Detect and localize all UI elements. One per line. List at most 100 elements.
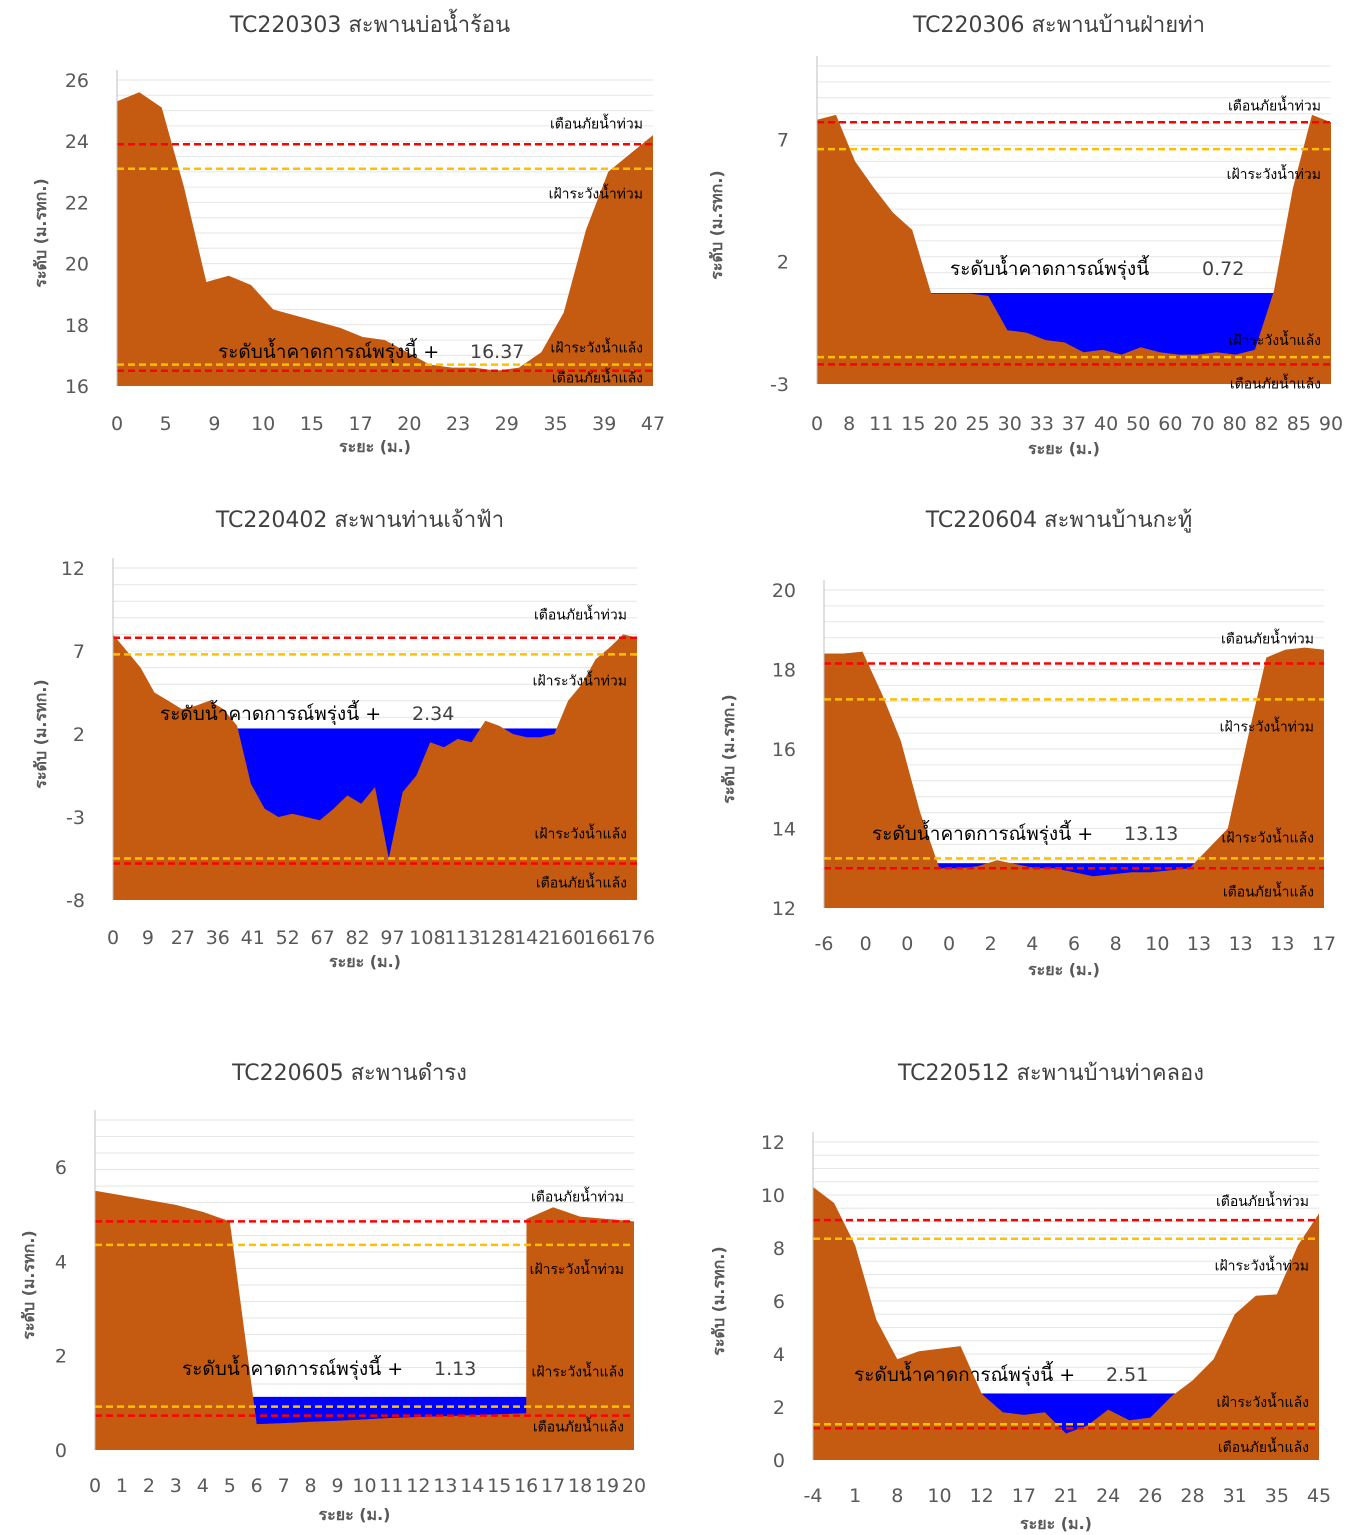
chart-4-threshold-label-1: เตือนภัยน้ำท่วม: [1221, 629, 1314, 648]
chart-6-forecast-label: ระดับน้ำคาดการณ์พรุ่งนี้ +: [854, 1361, 1075, 1387]
chart-4-y-tick-label: 16: [772, 739, 796, 761]
chart-panel-5: TC220605 สะพานดำรงเตือนภัยน้ำท่วมเฝ้าระว…: [0, 1045, 670, 1535]
chart-6-threshold-label-4: เตือนภัยน้ำแล้ง: [1218, 1437, 1309, 1456]
chart-5-threshold-label-1: เตือนภัยน้ำท่วม: [531, 1186, 624, 1205]
chart-1-x-tick-label: 9: [208, 413, 220, 435]
chart-2-x-tick-label: 15: [901, 413, 925, 435]
chart-6-y-tick-label: 4: [773, 1344, 785, 1366]
chart-1-y-tick-label: 24: [65, 131, 89, 153]
chart-1-y-tick-label: 20: [65, 254, 89, 276]
chart-3-y-tick-label: -3: [66, 807, 85, 829]
chart-panel-3: TC220402 สะพานท่านเจ้าฟ้า เตือนภัยน้ำท่วม…: [0, 495, 670, 1005]
chart-6-x-tick-label: 17: [1012, 1485, 1036, 1507]
chart-3-x-tick-label: 27: [171, 927, 195, 949]
chart-5-forecast-value: 1.13: [434, 1358, 476, 1380]
chart-1-x-tick-label: 10: [251, 413, 275, 435]
chart-4-x-tick-label: 0: [860, 933, 872, 955]
chart-3-x-tick-label: 128: [479, 927, 515, 949]
chart-4-x-tick-label: 4: [1026, 933, 1038, 955]
chart-3-x-tick-label: 97: [380, 927, 404, 949]
chart-2-x-tick-label: 85: [1287, 413, 1311, 435]
chart-3-x-tick-label: 166: [584, 927, 620, 949]
chart-4-x-axis-label: ระยะ (ม.): [1028, 960, 1100, 979]
chart-6-x-tick-label: 28: [1180, 1485, 1204, 1507]
chart-5-title: TC220605 สะพานดำรง: [231, 1061, 467, 1086]
chart-1-x-tick-label: 15: [300, 413, 324, 435]
chart-4-y-tick-label: 14: [772, 819, 796, 841]
chart-2-x-tick-label: 70: [1190, 413, 1214, 435]
chart-1-x-tick-label: 20: [397, 413, 421, 435]
chart-4-y-axis-label: ระดับ (ม.รทก.): [719, 694, 738, 803]
chart-2-y-tick-label: 2: [777, 252, 789, 274]
chart-2-threshold-label-2: เฝ้าระวังน้ำท่วม: [1227, 164, 1321, 183]
chart-1-threshold-label-1: เตือนภัยน้ำท่วม: [550, 113, 643, 132]
chart-2-forecast-label: ระดับน้ำคาดการณ์พรุ่งนี้: [950, 255, 1150, 281]
chart-1-y-tick-label: 16: [65, 376, 89, 398]
chart-2-forecast-value: 0.72: [1202, 258, 1244, 280]
chart-2-x-tick-label: 80: [1223, 413, 1247, 435]
chart-panel-6: TC220512 สะพานบ้านท่าคลอง เตือนภัยน้ำท่วม…: [672, 1045, 1349, 1535]
chart-5-x-tick-label: 3: [170, 1475, 182, 1497]
chart-3-y-tick-label: -8: [66, 890, 85, 912]
chart-3-threshold-label-2: เฝ้าระวังน้ำท่วม: [533, 670, 627, 689]
chart-4-forecast-value: 13.13: [1124, 823, 1178, 845]
chart-6-x-tick-label: 21: [1054, 1485, 1078, 1507]
chart-3-threshold-label-1: เตือนภัยน้ำท่วม: [534, 605, 627, 624]
chart-4-x-tick-label: 10: [1145, 933, 1169, 955]
chart-4-ground-area: [824, 647, 1324, 908]
chart-4-threshold-label-3: เฝ้าระวังน้ำแล้ง: [1222, 827, 1314, 846]
chart-3-forecast-value: 2.34: [412, 703, 454, 725]
chart-2-x-tick-label: 37: [1062, 413, 1086, 435]
chart-4-x-tick-label: -6: [815, 933, 834, 955]
chart-2-title: TC220306 สะพานบ้านฝ่ายท่า: [912, 13, 1205, 38]
chart-6-y-tick-label: 2: [773, 1397, 785, 1419]
chart-5-x-tick-label: 19: [595, 1475, 619, 1497]
chart-3-x-tick-label: 67: [311, 927, 335, 949]
chart-6-forecast-value: 2.51: [1106, 1364, 1148, 1386]
chart-2-x-tick-label: 90: [1319, 413, 1343, 435]
chart-6-x-tick-label: 35: [1265, 1485, 1289, 1507]
chart-3-x-tick-label: 82: [345, 927, 369, 949]
chart-3-x-axis-label: ระยะ (ม.): [329, 952, 401, 971]
chart-1-forecast-value: 16.37: [470, 341, 524, 363]
chart-1-y-tick-label: 26: [65, 70, 89, 92]
chart-5-x-tick-label: 12: [406, 1475, 430, 1497]
chart-1-x-tick-label: 5: [160, 413, 172, 435]
chart-2-x-tick-label: 8: [843, 413, 855, 435]
chart-4-title: TC220604 สะพานบ้านกะทู้: [925, 508, 1193, 533]
chart-1-y-tick-label: 22: [65, 192, 89, 214]
chart-5-threshold-label-2: เฝ้าระวังน้ำท่วม: [530, 1259, 624, 1278]
chart-2-x-tick-label: 20: [933, 413, 957, 435]
chart-3-ground-area: [113, 634, 637, 900]
chart-2-x-tick-label: 82: [1255, 413, 1279, 435]
chart-6-threshold-label-1: เตือนภัยน้ำท่วม: [1216, 1191, 1309, 1210]
chart-5-threshold-label-3: เฝ้าระวังน้ำแล้ง: [532, 1362, 624, 1381]
chart-2-threshold-label-4: เตือนภัยน้ำแล้ง: [1230, 373, 1321, 392]
chart-1-forecast-label: ระดับน้ำคาดการณ์พรุ่งนี้ +: [218, 338, 439, 364]
chart-6-x-axis-label: ระยะ (ม.): [1020, 1514, 1092, 1533]
chart-5-x-tick-label: 2: [143, 1475, 155, 1497]
chart-panel-1: TC220303 สะพานบ่อน้ำร้อน เตือนภัยน้ำท่วมเ…: [0, 0, 670, 470]
chart-5-x-tick-label: 16: [514, 1475, 538, 1497]
chart-4-threshold-label-4: เตือนภัยน้ำแล้ง: [1223, 881, 1314, 900]
chart-2-threshold-label-3: เฝ้าระวังน้ำแล้ง: [1229, 330, 1321, 349]
chart-6-x-tick-label: 31: [1223, 1485, 1247, 1507]
chart-2-svg: TC220306 สะพานบ้านฝ่ายท่าเตือนภัยน้ำท่วม…: [707, 13, 1343, 458]
chart-2-y-tick-label: -3: [770, 374, 789, 396]
chart-4-x-tick-label: 6: [1068, 933, 1080, 955]
chart-1-x-tick-label: 47: [641, 413, 665, 435]
chart-2-x-tick-label: 30: [998, 413, 1022, 435]
chart-5-x-tick-label: 10: [352, 1475, 376, 1497]
chart-4-x-tick-label: 0: [943, 933, 955, 955]
chart-2-x-tick-label: 25: [966, 413, 990, 435]
chart-1-x-tick-label: 23: [446, 413, 470, 435]
chart-3-x-tick-label: 113: [444, 927, 480, 949]
chart-panel-2: TC220306 สะพานบ้านฝ่ายท่า เตือนภัยน้ำท่วม…: [672, 0, 1349, 470]
chart-6-svg: TC220512 สะพานบ้านท่าคลองเตือนภัยน้ำท่วม…: [709, 1061, 1331, 1533]
chart-3-threshold-label-3: เฝ้าระวังน้ำแล้ง: [535, 824, 627, 843]
chart-6-x-tick-label: 10: [927, 1485, 951, 1507]
chart-3-y-tick-label: 2: [73, 724, 85, 746]
chart-2-x-tick-label: 11: [869, 413, 893, 435]
chart-6-y-tick-label: 12: [761, 1132, 785, 1154]
chart-1-svg: TC220303 สะพานบ่อน้ำร้อนเตือนภัยน้ำท่วมเ…: [31, 9, 665, 456]
